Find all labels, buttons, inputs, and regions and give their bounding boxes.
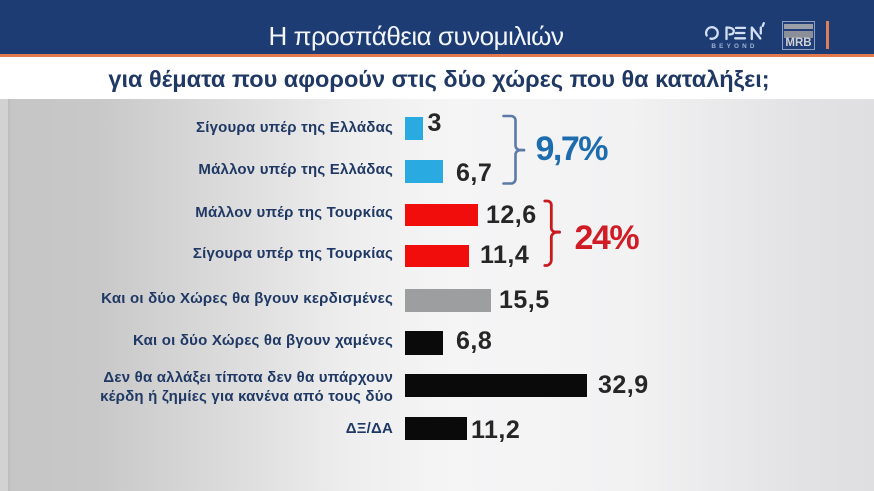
svg-text:BEYOND: BEYOND bbox=[711, 43, 757, 50]
